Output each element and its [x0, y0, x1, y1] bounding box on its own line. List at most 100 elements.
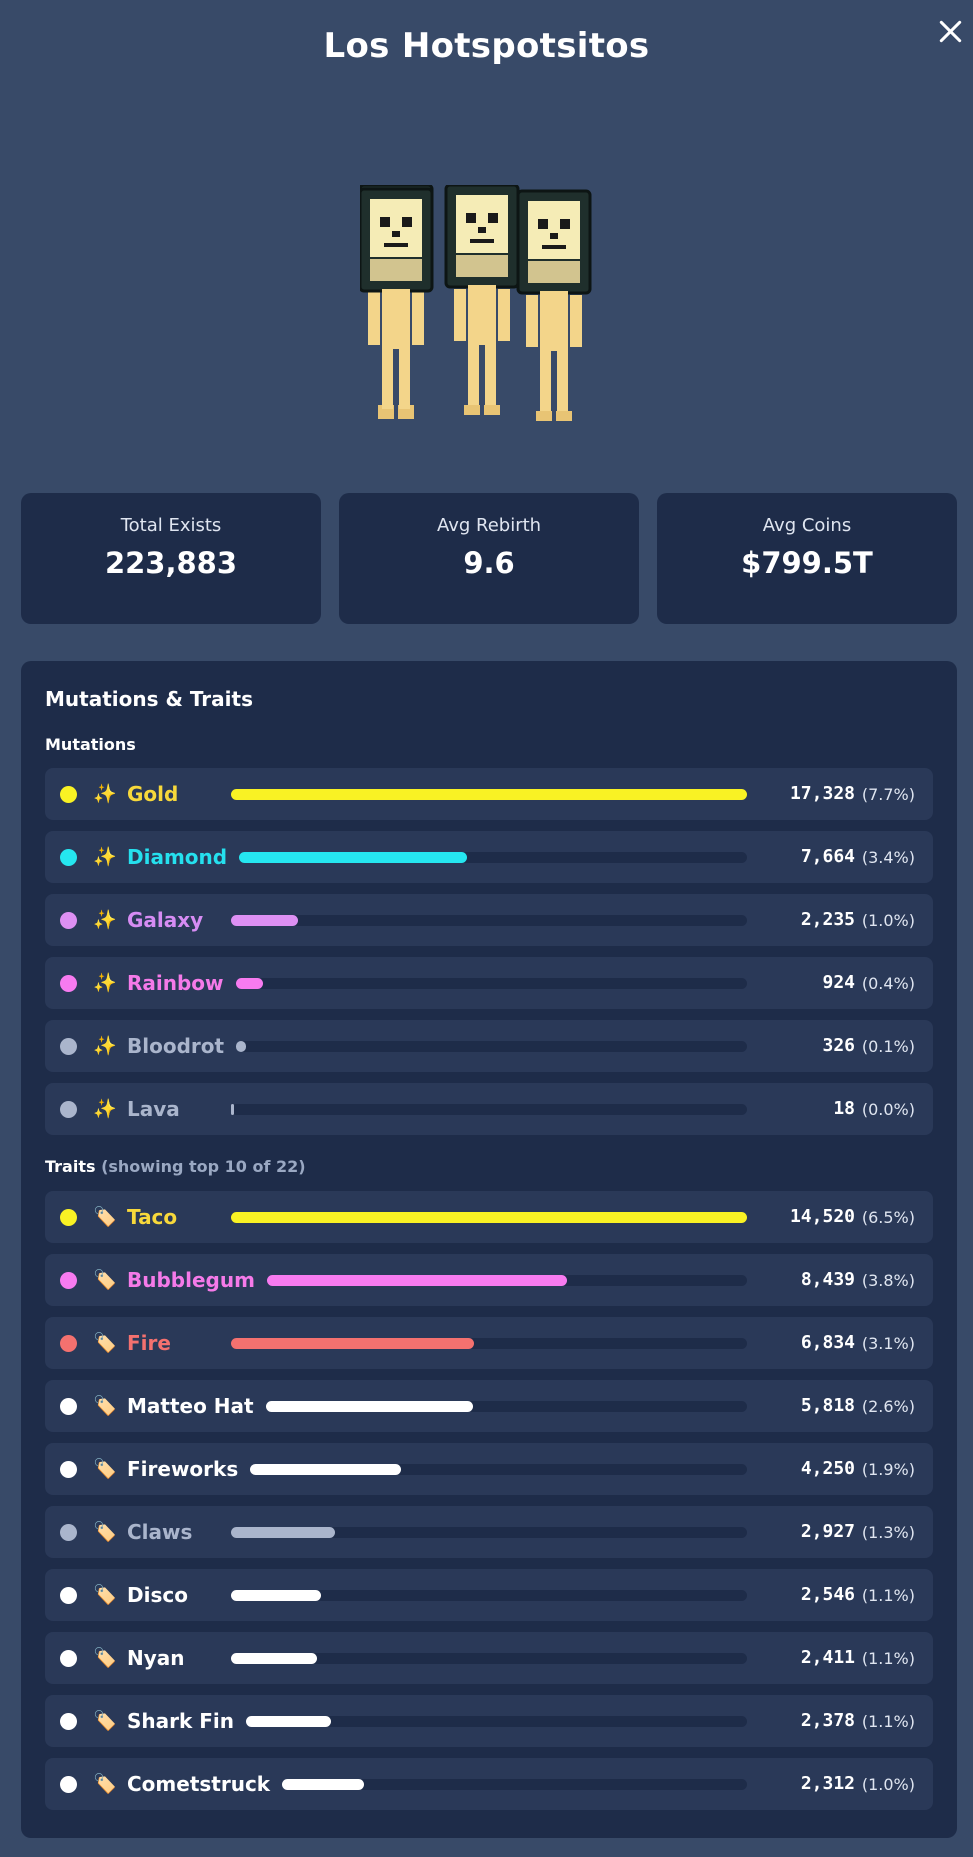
trait-row[interactable]: 🏷️ Disco 2,546 (1.1%): [45, 1569, 933, 1621]
progress-track: [231, 1104, 747, 1115]
progress-track: [231, 1212, 747, 1223]
sparkles-icon: ✨: [93, 846, 117, 868]
stat-card-total-exists: Total Exists 223,883: [21, 493, 321, 624]
trait-row[interactable]: 🏷️ Shark Fin 2,378 (1.1%): [45, 1695, 933, 1747]
progress-fill: [231, 1212, 747, 1223]
color-dot: [60, 849, 77, 866]
progress-track: [231, 789, 747, 800]
color-dot: [60, 1272, 77, 1289]
tag-icon: 🏷️: [93, 1521, 117, 1543]
mutation-row[interactable]: ✨ Lava 18 (0.0%): [45, 1083, 933, 1135]
sparkles-icon: ✨: [93, 1098, 117, 1120]
panel-title: Mutations & Traits: [45, 687, 253, 711]
page-title: Los Hotspotsitos: [323, 26, 650, 66]
tag-icon: 🏷️: [93, 1269, 117, 1291]
row-label: Rainbow: [127, 971, 224, 995]
row-percent: (0.0%): [861, 1100, 915, 1119]
color-dot: [60, 1461, 77, 1478]
stat-label: Avg Coins: [762, 515, 852, 536]
mutation-row[interactable]: ✨ Bloodrot 326 (0.1%): [45, 1020, 933, 1072]
row-label: Matteo Hat: [127, 1394, 254, 1418]
row-label: Shark Fin: [127, 1709, 235, 1733]
sparkles-icon: ✨: [93, 783, 117, 805]
trait-row[interactable]: 🏷️ Nyan 2,411 (1.1%): [45, 1632, 933, 1684]
stat-label: Avg Rebirth: [436, 515, 542, 536]
trait-row[interactable]: 🏷️ Bubblegum 8,439 (3.8%): [45, 1254, 933, 1306]
row-count: 17,328: [789, 783, 855, 804]
trait-row[interactable]: 🏷️ Claws 2,927 (1.3%): [45, 1506, 933, 1558]
trait-row[interactable]: 🏷️ Cometstruck 2,312 (1.0%): [45, 1758, 933, 1810]
row-percent: (1.9%): [861, 1460, 915, 1479]
row-label: Gold: [127, 782, 179, 806]
color-dot: [60, 1587, 77, 1604]
trait-row[interactable]: 🏷️ Taco 14,520 (6.5%): [45, 1191, 933, 1243]
color-dot: [60, 1038, 77, 1055]
progress-fill: [239, 852, 468, 863]
color-dot: [60, 1524, 77, 1541]
row-label: Disco: [127, 1583, 188, 1607]
color-dot: [60, 1650, 77, 1667]
progress-fill: [236, 1041, 246, 1052]
mutation-row[interactable]: ✨ Galaxy 2,235 (1.0%): [45, 894, 933, 946]
row-count: 4,250: [800, 1458, 855, 1479]
progress-fill: [231, 915, 298, 926]
row-count: 18: [833, 1098, 855, 1119]
row-percent: (1.0%): [861, 1775, 915, 1794]
progress-track: [236, 1041, 747, 1052]
close-icon[interactable]: [936, 16, 966, 46]
row-count: 2,378: [800, 1710, 855, 1731]
progress-track: [231, 1527, 747, 1538]
color-dot: [60, 1209, 77, 1226]
trait-row[interactable]: 🏷️ Fireworks 4,250 (1.9%): [45, 1443, 933, 1495]
row-label: Bloodrot: [127, 1034, 225, 1058]
sparkles-icon: ✨: [93, 972, 117, 994]
progress-track: [231, 1653, 747, 1664]
progress-track: [246, 1716, 747, 1727]
mutations-heading: Mutations: [45, 735, 136, 754]
row-label: Taco: [127, 1205, 178, 1229]
row-percent: (1.1%): [861, 1649, 915, 1668]
color-dot: [60, 1335, 77, 1352]
traits-heading-note: (showing top 10 of 22): [101, 1157, 306, 1176]
row-count: 7,664: [800, 846, 855, 867]
mutation-row[interactable]: ✨ Rainbow 924 (0.4%): [45, 957, 933, 1009]
progress-track: [267, 1275, 747, 1286]
stat-value: 9.6: [463, 546, 515, 580]
row-count: 5,818: [800, 1395, 855, 1416]
color-dot: [60, 1713, 77, 1730]
tag-icon: 🏷️: [93, 1395, 117, 1417]
row-label: Nyan: [127, 1646, 185, 1670]
stat-card-avg-rebirth: Avg Rebirth 9.6: [339, 493, 639, 624]
tag-icon: 🏷️: [93, 1206, 117, 1228]
tag-icon: 🏷️: [93, 1710, 117, 1732]
stats-row: Total Exists 223,883 Avg Rebirth 9.6 Avg…: [21, 493, 957, 624]
row-label: Fireworks: [127, 1457, 239, 1481]
stat-card-avg-coins: Avg Coins $799.5T: [657, 493, 957, 624]
color-dot: [60, 912, 77, 929]
trait-row[interactable]: 🏷️ Fire 6,834 (3.1%): [45, 1317, 933, 1369]
mutation-row[interactable]: ✨ Diamond 7,664 (3.4%): [45, 831, 933, 883]
trait-row[interactable]: 🏷️ Matteo Hat 5,818 (2.6%): [45, 1380, 933, 1432]
traits-heading-label: Traits: [45, 1157, 96, 1176]
row-count: 326: [822, 1035, 855, 1056]
row-label: Lava: [127, 1097, 180, 1121]
row-label: Diamond: [127, 845, 228, 869]
progress-track: [282, 1779, 747, 1790]
progress-fill: [231, 1653, 317, 1664]
progress-track: [250, 1464, 747, 1475]
progress-track: [231, 915, 747, 926]
sparkles-icon: ✨: [93, 1035, 117, 1057]
mutation-row[interactable]: ✨ Gold 17,328 (7.7%): [45, 768, 933, 820]
progress-fill: [231, 1527, 336, 1538]
row-count: 2,235: [800, 909, 855, 930]
row-label: Galaxy: [127, 908, 204, 932]
row-count: 8,439: [800, 1269, 855, 1290]
color-dot: [60, 1398, 77, 1415]
progress-fill: [282, 1779, 365, 1790]
color-dot: [60, 786, 77, 803]
progress-fill: [250, 1464, 402, 1475]
progress-track: [239, 852, 747, 863]
row-count: 2,546: [800, 1584, 855, 1605]
row-count: 6,834: [800, 1332, 855, 1353]
progress-fill: [231, 1590, 322, 1601]
